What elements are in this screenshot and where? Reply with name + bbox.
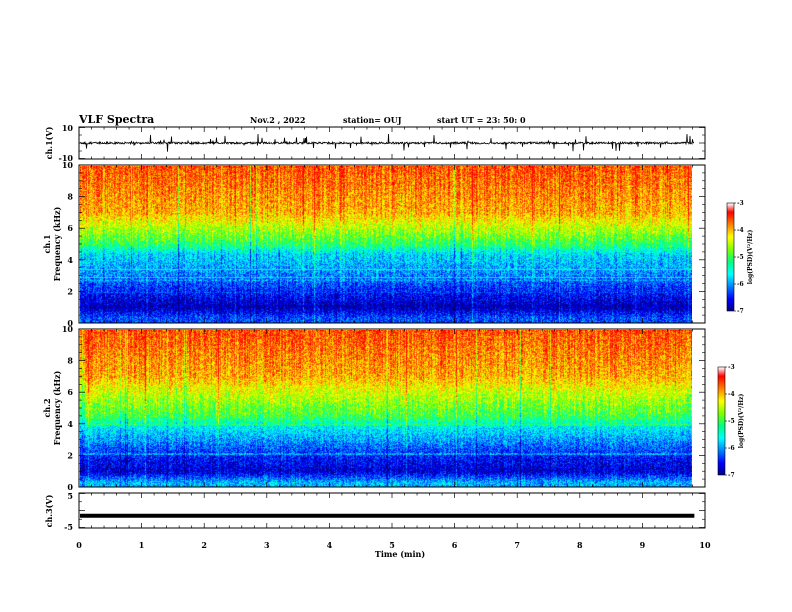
y-tick-label: 6 xyxy=(67,387,73,397)
x-axis-label: Time (min) xyxy=(375,549,425,559)
x-tick-label: 9 xyxy=(640,540,646,550)
ch1-spectrogram-ticks xyxy=(78,164,706,324)
x-tick-label: 8 xyxy=(577,540,583,550)
ch1-colorbar-label: log(PSD)(V2/Hz) xyxy=(746,230,755,285)
ch2-colorbar-ticks: -3 -4 -5 -6 -7 xyxy=(725,364,735,479)
ch1-waveform-ticks xyxy=(78,127,706,159)
x-tick-label: 5 xyxy=(389,540,395,550)
ch3-waveform-ticks xyxy=(78,493,706,528)
ch1-waveform-ylabel: ch.1(V) xyxy=(44,126,54,159)
ch1-spectrogram-yticklabels: 0 2 4 6 8 10 xyxy=(62,160,74,328)
x-tick-label: 6 xyxy=(452,540,458,550)
y-tick-label: 0 xyxy=(67,318,73,328)
colorbar-tick-label: -4 xyxy=(728,391,735,398)
ch2-colorbar-gradient xyxy=(718,367,725,475)
x-tick-label: 7 xyxy=(514,540,520,550)
y-tick-label: 4 xyxy=(67,419,73,429)
ch1-waveform-line xyxy=(79,133,695,152)
ch3-ytick-top: 5 xyxy=(67,491,73,501)
y-tick-label: 8 xyxy=(67,356,73,366)
x-tick-label: 10 xyxy=(699,540,711,550)
colorbar-tick-label: -7 xyxy=(728,472,735,479)
station-label: station= OUJ xyxy=(343,115,402,125)
ch3-waveform-ylabel: ch.3(V) xyxy=(44,494,54,527)
ch1-colorbar: -3 -4 -5 -6 -7 log(PSD)(V2/Hz) xyxy=(726,200,755,315)
colorbar-tick-label: -5 xyxy=(728,418,735,425)
ch3-waveform-panel: 5 -5 ch.3(V) xyxy=(44,491,706,532)
ch1-spectrogram-ylabel: Frequency (kHz) xyxy=(52,206,62,281)
colorbar-tick-label: -5 xyxy=(737,254,744,261)
ch1-waveform-trace xyxy=(79,133,695,152)
ch1-ytick-top: 10 xyxy=(62,123,74,133)
x-tick-label: 4 xyxy=(327,540,333,550)
ch2-colorbar-label: log(PSD)(V2/Hz) xyxy=(737,394,746,449)
ch2-colorbar: -3 -4 -5 -6 -7 log(PSD)(V2/Hz) xyxy=(717,364,746,479)
colorbar-tick-label: -6 xyxy=(728,445,735,452)
y-tick-label: 2 xyxy=(67,450,73,460)
colorbar-tick-label: -3 xyxy=(737,200,744,207)
y-tick-label: 10 xyxy=(62,160,74,170)
y-tick-label: 6 xyxy=(67,223,73,233)
colorbar-tick-label: -6 xyxy=(737,281,744,288)
ch1-spectrogram-panel: 0 2 4 6 8 10 ch.1 Frequency (kHz) xyxy=(42,160,706,328)
y-tick-label: 2 xyxy=(67,286,73,296)
date-label: Nov.2 , 2022 xyxy=(250,115,305,125)
ch2-spectrogram-image xyxy=(80,330,692,487)
x-tick-label: 3 xyxy=(264,540,270,550)
ch1-spectrogram-image xyxy=(80,166,692,323)
ch2-spectrogram-ylabel: Frequency (kHz) xyxy=(52,370,62,445)
ch2-spectrogram-yticklabels: 0 2 4 6 8 10 xyxy=(62,324,74,492)
y-tick-label: 0 xyxy=(67,482,73,492)
y-tick-label: 4 xyxy=(67,255,73,265)
ch2-spectrogram-ticks xyxy=(78,328,706,488)
ch2-spectrogram-panel: 0 2 4 6 8 10 ch.2 Frequency (kHz) xyxy=(42,324,706,492)
x-tick-label: 2 xyxy=(201,540,207,550)
ch1-spectrogram-channel-label: ch.1 xyxy=(42,234,52,253)
ch1-colorbar-gradient xyxy=(727,203,734,311)
ch1-waveform-panel: 10 -10 ch.1(V) xyxy=(44,123,706,163)
ch2-spectrogram-channel-label: ch.2 xyxy=(42,398,52,417)
ch3-ytick-bottom: -5 xyxy=(64,522,73,532)
x-tick-label: 1 xyxy=(139,540,145,550)
y-tick-label: 8 xyxy=(67,192,73,202)
x-axis-ticklabels: 0 1 2 3 4 5 6 7 8 9 10 xyxy=(76,540,711,550)
ch1-ytick-bottom: -10 xyxy=(59,153,74,163)
colorbar-tick-label: -3 xyxy=(728,364,735,371)
ch3-waveform-frame xyxy=(78,492,706,529)
colorbar-tick-label: -7 xyxy=(737,308,744,315)
figure-title: VLF Spectra xyxy=(78,113,154,126)
y-tick-label: 10 xyxy=(62,324,74,334)
start-time-label: start UT = 23: 50: 0 xyxy=(437,115,526,125)
colorbar-tick-label: -4 xyxy=(737,227,744,234)
x-tick-label: 0 xyxy=(76,540,82,550)
ch1-colorbar-ticks: -3 -4 -5 -6 -7 xyxy=(734,200,744,315)
